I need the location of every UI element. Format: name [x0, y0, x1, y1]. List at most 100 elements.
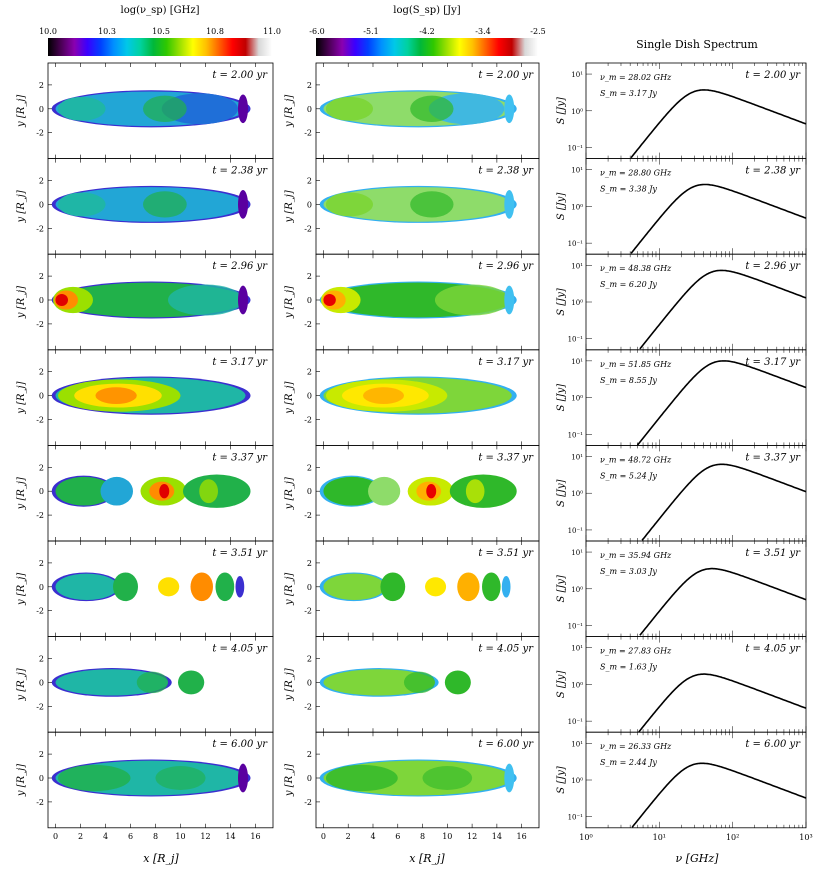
- y-tick-label: 10⁰: [571, 108, 583, 116]
- peak-frequency-label: ν_m = 51.85 GHz: [600, 360, 672, 369]
- y-tick-label: -2: [36, 798, 44, 807]
- axes-frame: [47, 731, 274, 829]
- knot: [410, 95, 454, 122]
- blob-b: [368, 476, 401, 506]
- y-tick-label: 10⁻¹: [568, 240, 584, 248]
- middle-map: [319, 281, 517, 319]
- middle-panel: 2 0 -2 y [R_j] t = 2.38 yr: [284, 158, 540, 255]
- blob-b: [380, 572, 406, 602]
- peak-flux-label: S_m = 3.03 Jy: [600, 567, 657, 576]
- y-axis-label: S [Jy]: [556, 97, 567, 125]
- left-panel: 2 0 -2 y [R_j] t = 2.96 yr: [16, 253, 274, 351]
- blob-e: [482, 572, 501, 602]
- peak-frequency-label: ν_m = 35.94 GHz: [600, 551, 672, 560]
- y-axis-label: y [R_j]: [284, 95, 295, 128]
- y-tick-label: 0: [307, 392, 312, 401]
- flare-core: [55, 294, 68, 306]
- time-label: t = 3.17 yr: [478, 357, 534, 368]
- y-tick-label: 10⁻¹: [568, 336, 584, 344]
- middle-colorbar-gradient: [316, 38, 538, 56]
- right-panel: 10¹ 10⁰ 10⁻¹ S [Jy] ν_m = 28.80 GHz S_m = 3.3…: [556, 158, 807, 255]
- y-tick-label: 0: [307, 583, 312, 592]
- y-tick-label: 10¹: [571, 262, 583, 270]
- blob-e: [215, 572, 235, 602]
- knot: [143, 95, 187, 122]
- y-tick-label: 0: [39, 487, 44, 496]
- middle-panel: 2 0 -2 y [R_j] t = 4.05 yr: [284, 636, 540, 733]
- peak-frequency-label: ν_m = 28.80 GHz: [600, 169, 672, 178]
- knot: [143, 191, 187, 218]
- x-tick-label: 10: [442, 832, 452, 841]
- middle-panel: 2 0 -2 y [R_j] t = 2.00 yr: [284, 62, 540, 159]
- blob-f: [501, 576, 511, 598]
- knot: [422, 766, 473, 790]
- peak-flux-label: S_m = 6.20 Jy: [600, 280, 657, 289]
- middle-map: [319, 90, 517, 128]
- y-axis-label: y [R_j]: [284, 190, 295, 223]
- left-panel: 2 0 -2 y [R_j] t = 2.38 yr: [16, 158, 274, 255]
- middle-panel: 2 0 -2 y [R_j] t = 3.17 yr: [284, 349, 540, 446]
- time-label: t = 3.17 yr: [212, 357, 268, 368]
- y-tick-label: 10⁻¹: [568, 623, 584, 631]
- left-colorbar-tick: 10.3: [98, 27, 116, 36]
- left-map: [51, 572, 245, 602]
- y-tick-label: 0: [307, 678, 312, 687]
- time-label: t = 3.51 yr: [212, 548, 268, 559]
- peak-flux-label: S_m = 5.24 Jy: [600, 471, 657, 480]
- y-tick-label: 10¹: [571, 71, 583, 79]
- y-axis-label: y [R_j]: [284, 668, 295, 701]
- spectrum-curve: [630, 183, 807, 254]
- time-label: t = 3.51 yr: [478, 548, 534, 559]
- core-region: [58, 96, 106, 121]
- y-axis-label: y [R_j]: [284, 573, 295, 606]
- y-tick-label: 10⁰: [571, 777, 583, 785]
- y-tick-label: -2: [304, 320, 312, 329]
- peak-frequency-label: ν_m = 28.02 GHz: [600, 73, 672, 82]
- x-tick-label: 16: [517, 832, 527, 841]
- jet-tip: [504, 190, 515, 219]
- left-map: [51, 376, 251, 415]
- left-colorbar-tick: 11.0: [263, 27, 281, 36]
- middle-panel: 2 0 -2 y [R_j] t = 2.96 yr: [284, 253, 540, 351]
- jet-tip: [238, 763, 248, 793]
- y-tick-label: 2: [39, 81, 44, 90]
- y-tick-label: 2: [307, 81, 312, 90]
- y-tick-label: -2: [36, 320, 44, 329]
- y-tick-label: 10⁰: [571, 299, 583, 307]
- y-tick-label: -2: [304, 224, 312, 233]
- blob-c: [425, 577, 447, 597]
- core-region: [325, 96, 373, 121]
- y-axis-label: y [R_j]: [284, 764, 295, 797]
- middle-colorbar: log(S_sp) [Jy] -6.0 -5.1 -4.2 -3.4 -2.5: [309, 5, 546, 56]
- blob-a: [323, 573, 386, 600]
- y-tick-label: 0: [307, 487, 312, 496]
- left-colorbar-title: log(ν_sp) [GHz]: [121, 5, 200, 16]
- y-tick-label: 0: [39, 105, 44, 114]
- time-label: t = 3.17 yr: [745, 357, 801, 368]
- x-tick-label: 16: [250, 832, 260, 841]
- y-axis-label: S [Jy]: [556, 193, 567, 221]
- x-tick-label: 0: [321, 832, 326, 841]
- y-tick-label: -2: [304, 416, 312, 425]
- y-tick-label: 0: [307, 774, 312, 783]
- y-tick-label: 2: [307, 463, 312, 472]
- y-tick-label: -2: [36, 511, 44, 520]
- right-panel: 10¹ 10⁰ 10⁻¹ S [Jy] ν_m = 28.02 GHz S_m = 3.1…: [556, 62, 807, 159]
- axes-frame: [585, 731, 807, 829]
- y-axis-label: S [Jy]: [556, 479, 567, 507]
- core-region: [325, 764, 398, 792]
- detached-blob: [444, 670, 471, 695]
- right-panel: 10¹ 10⁰ 10⁻¹ S [Jy] ν_m = 48.72 GHz S_m = 5.2…: [556, 444, 807, 542]
- blob-d: [457, 572, 480, 602]
- peak-flux-label: S_m = 3.17 Jy: [600, 89, 657, 98]
- y-tick-label: 10⁰: [571, 586, 583, 594]
- time-label: t = 2.96 yr: [745, 261, 801, 272]
- middle-colorbar-title: log(S_sp) [Jy]: [393, 5, 461, 16]
- peak-frequency-label: ν_m = 27.83 GHz: [600, 647, 672, 656]
- peak-flux-label: S_m = 8.55 Jy: [600, 376, 657, 385]
- time-label: t = 3.37 yr: [478, 452, 534, 463]
- x-tick-label: 10³: [799, 833, 812, 842]
- middle-panel: 2 0 -2 y [R_j] t = 3.37 yr: [284, 444, 540, 542]
- blob-d-core: [465, 479, 485, 504]
- y-tick-label: 10¹: [571, 358, 583, 366]
